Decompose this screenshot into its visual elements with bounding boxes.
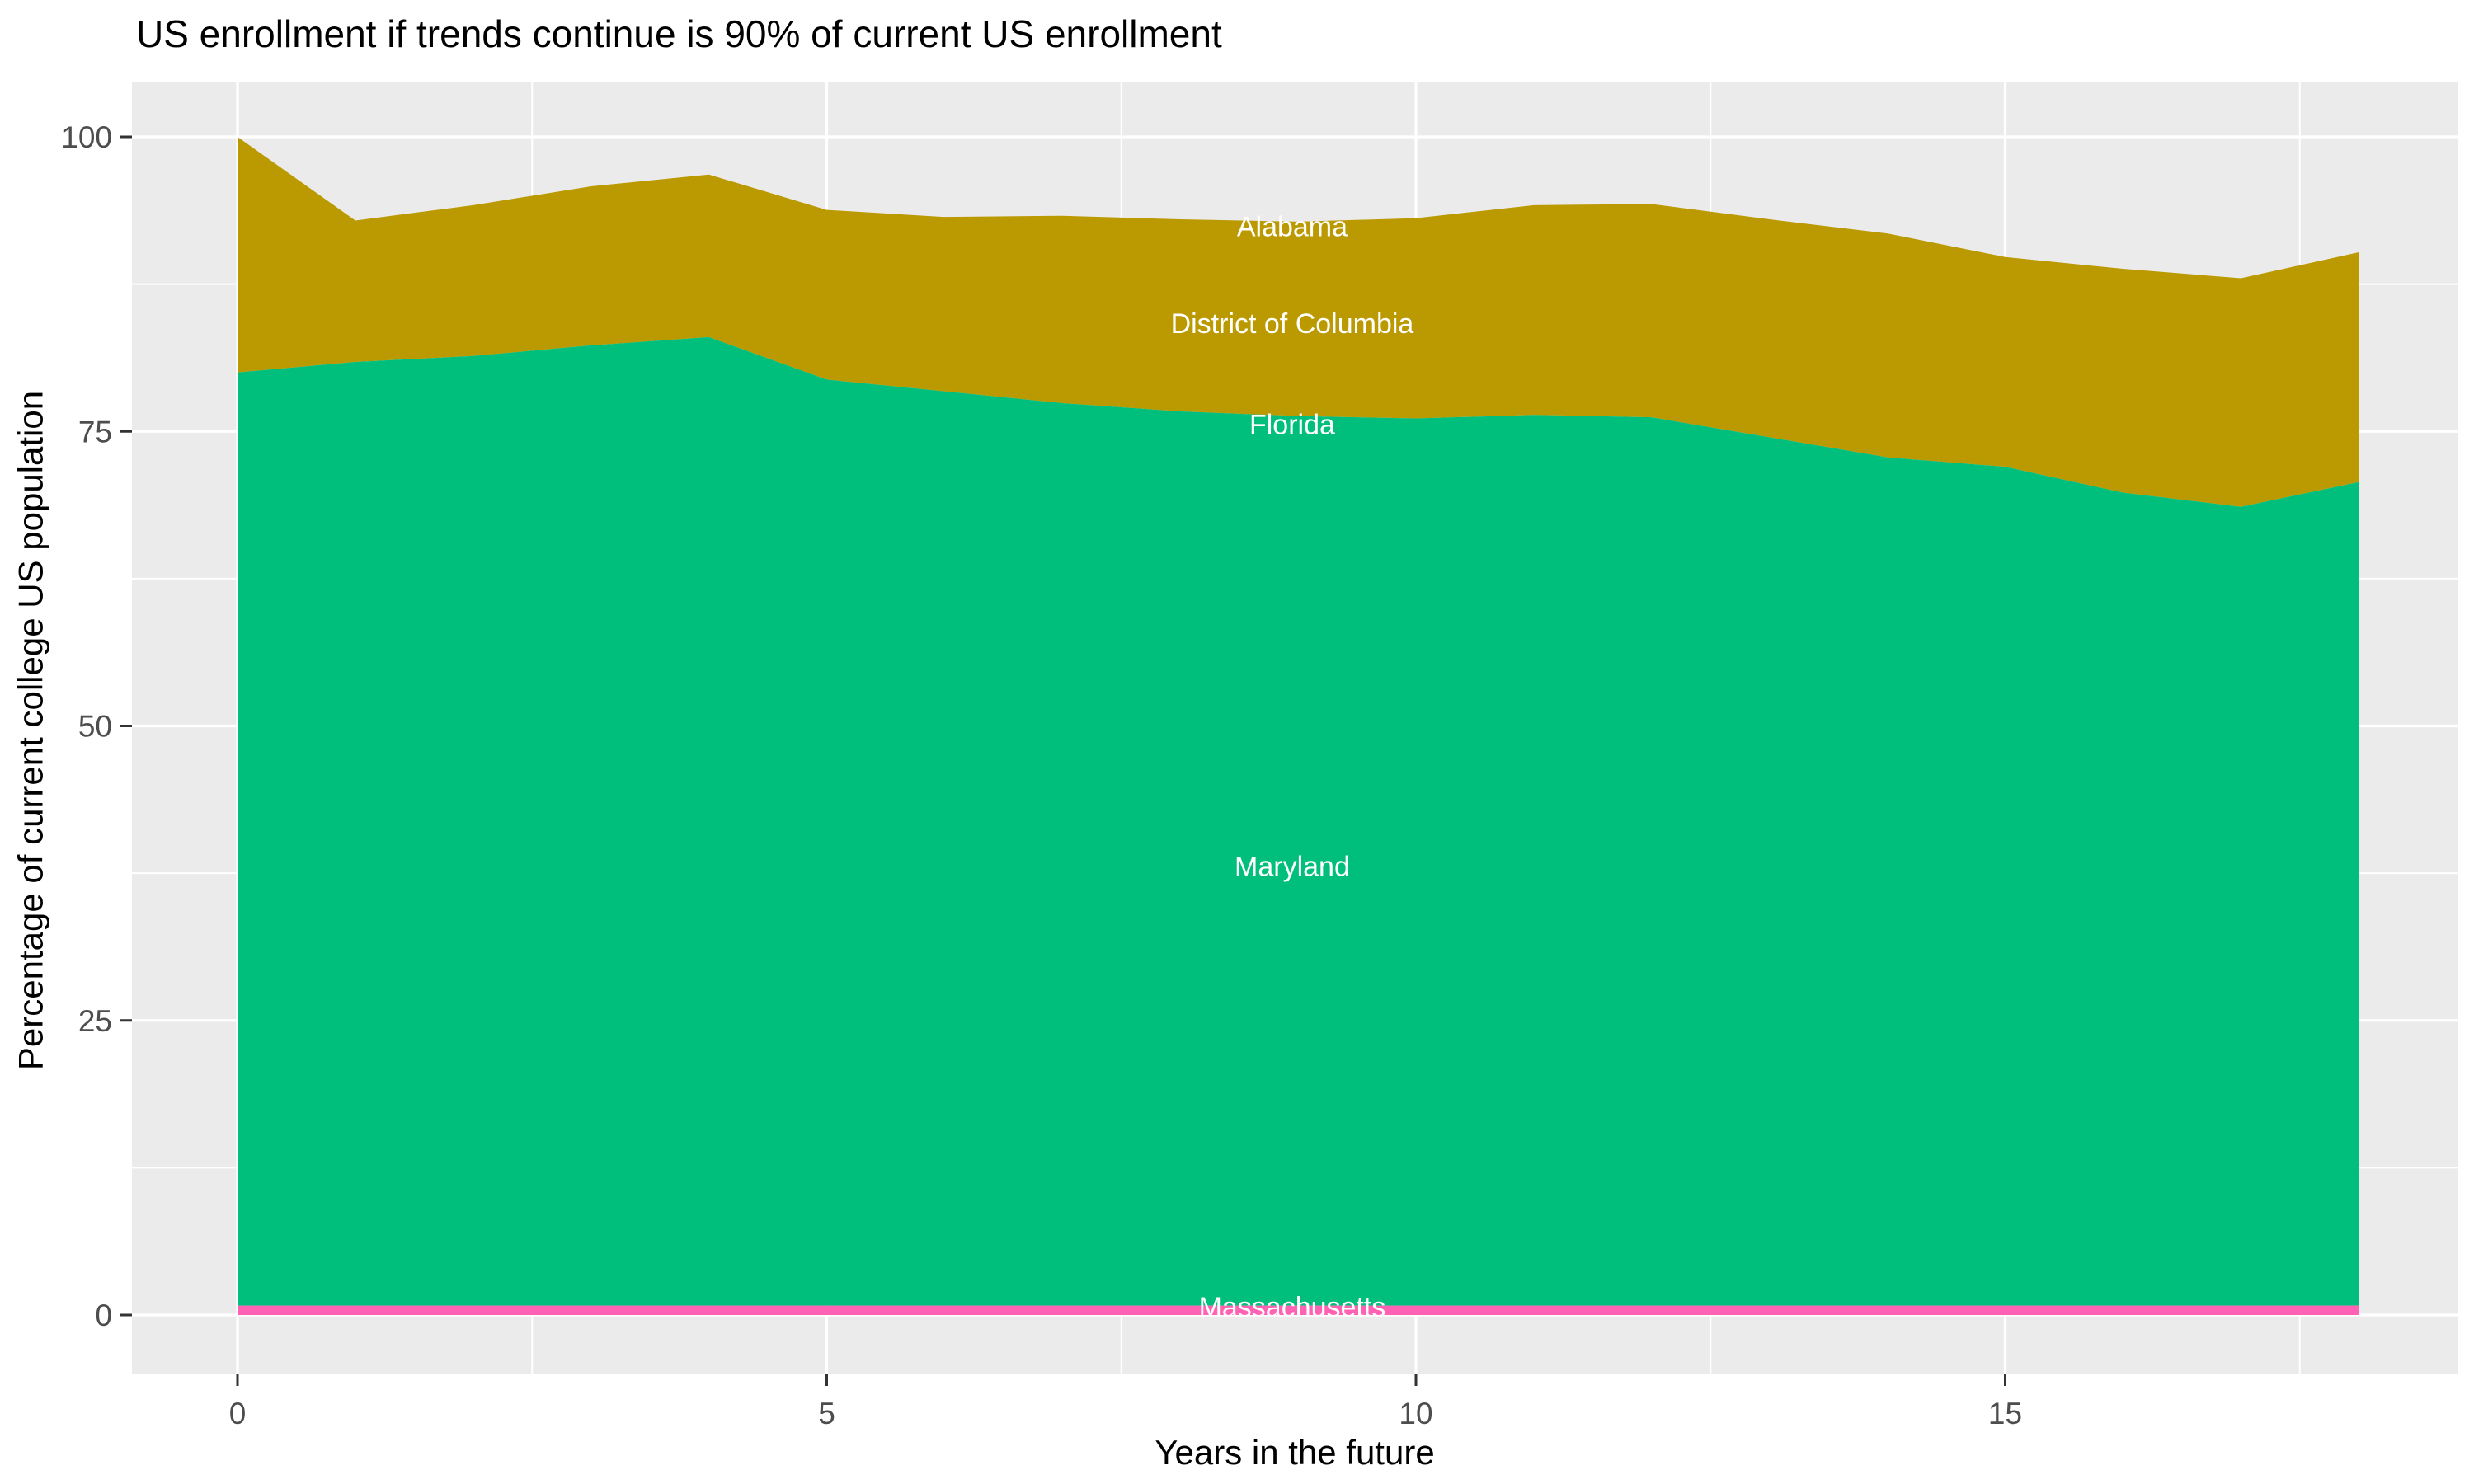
area-band-green [238, 336, 2359, 1306]
chart-title: US enrollment if trends continue is 90% … [136, 12, 1222, 55]
area-label-alabama: Alabama [1237, 212, 1348, 243]
y-axis-title: Percentage of current college US populat… [11, 390, 50, 1071]
x-tick-label: 15 [1988, 1397, 2022, 1430]
area-label-massachusetts: Massachusetts [1199, 1292, 1386, 1323]
y-tick-label: 0 [95, 1298, 112, 1332]
y-tick-label: 50 [78, 710, 112, 744]
x-axis-title: Years in the future [1155, 1433, 1435, 1472]
area-band-olive [238, 137, 2359, 507]
y-tick-label: 25 [78, 1004, 112, 1038]
area-label-florida: Florida [1249, 410, 1335, 441]
area-label-maryland: Maryland [1235, 852, 1350, 883]
area-band-pink [238, 1305, 2359, 1315]
x-tick-label: 5 [818, 1397, 835, 1430]
y-tick-label: 100 [61, 120, 112, 154]
y-tick-label: 75 [78, 415, 112, 448]
area-label-district-of-columbia: District of Columbia [1171, 308, 1414, 340]
x-tick-label: 0 [229, 1397, 247, 1430]
x-tick-label: 10 [1399, 1397, 1432, 1430]
